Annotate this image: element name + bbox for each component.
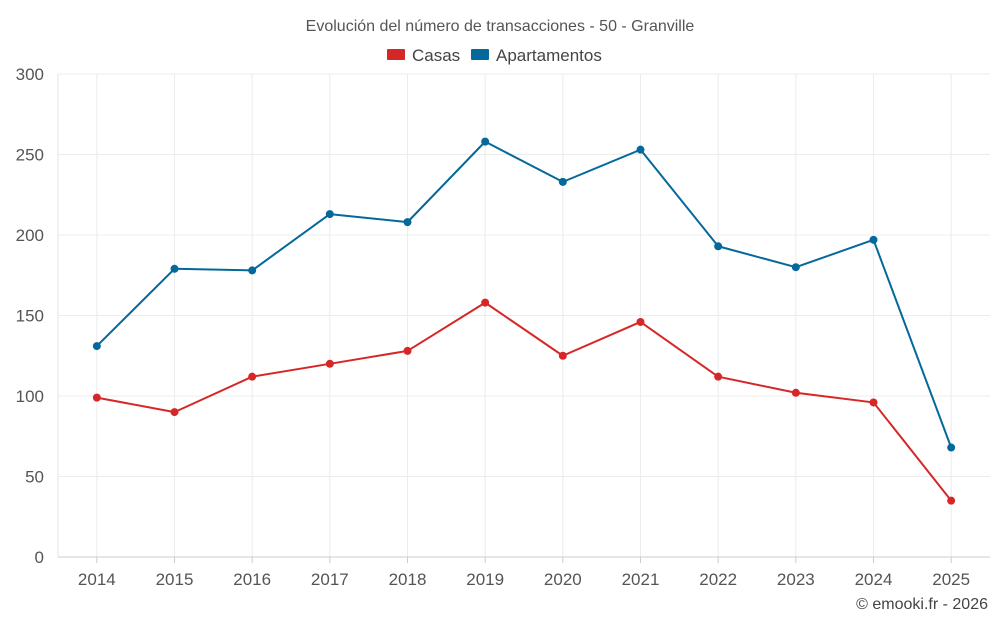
series [92,137,956,505]
legend: Casas Apartamentos [387,46,602,65]
series-apartamentos [92,137,956,452]
data-point-apartamentos-2015[interactable] [170,264,179,273]
legend-label-apartamentos[interactable]: Apartamentos [496,46,602,65]
data-point-apartamentos-2019[interactable] [481,137,490,146]
y-tick-label: 0 [35,548,44,567]
series-casas [92,298,956,505]
data-point-apartamentos-2021[interactable] [636,145,645,154]
data-point-casas-2023[interactable] [791,388,800,397]
data-point-casas-2020[interactable] [558,351,567,360]
x-tick-label: 2017 [311,570,349,589]
legend-label-casas[interactable]: Casas [412,46,460,65]
x-tick-label: 2023 [777,570,815,589]
data-point-apartamentos-2022[interactable] [714,242,723,251]
x-tick-label: 2025 [932,570,970,589]
grid [58,73,990,557]
x-tick-label: 2021 [622,570,660,589]
data-point-casas-2025[interactable] [947,496,956,505]
legend-swatch-casas [387,49,405,60]
x-tick-label: 2018 [389,570,427,589]
chart-title: Evolución del número de transacciones - … [306,18,695,35]
data-point-apartamentos-2017[interactable] [325,210,334,219]
data-point-apartamentos-2024[interactable] [869,235,878,244]
y-tick-label: 150 [16,307,44,326]
data-point-apartamentos-2018[interactable] [403,218,412,227]
data-point-apartamentos-2020[interactable] [558,177,567,186]
legend-swatch-apartamentos [471,49,489,60]
data-point-apartamentos-2014[interactable] [92,342,101,351]
data-point-casas-2022[interactable] [714,372,723,381]
y-tick-label: 100 [16,387,44,406]
data-point-apartamentos-2023[interactable] [791,263,800,272]
data-point-casas-2019[interactable] [481,298,490,307]
data-point-apartamentos-2025[interactable] [947,443,956,452]
x-tick-label: 2024 [855,570,893,589]
series-line-apartamentos [96,140,953,448]
data-point-casas-2015[interactable] [170,408,179,417]
series-line-casas [96,301,952,502]
y-tick-label: 200 [16,226,44,245]
x-tick-label: 2015 [156,570,194,589]
credit-text: © emooki.fr - 2026 [856,596,988,613]
x-tick-label: 2016 [233,570,271,589]
data-point-casas-2024[interactable] [869,398,878,407]
x-tick-label: 2020 [544,570,582,589]
y-tick-label: 300 [16,65,44,84]
data-point-casas-2017[interactable] [325,359,334,368]
x-tick-label: 2022 [699,570,737,589]
axes: 0 50 100 150 200 250 300 2014 2015 2016 2017 2018 20… [16,65,990,589]
y-tick-label: 50 [25,468,44,487]
data-point-casas-2014[interactable] [92,393,101,402]
data-point-apartamentos-2016[interactable] [248,266,257,275]
x-tick-label: 2019 [466,570,504,589]
data-point-casas-2018[interactable] [403,346,412,355]
data-point-casas-2016[interactable] [248,372,257,381]
data-point-casas-2021[interactable] [636,317,645,326]
y-tick-label: 250 [16,146,44,165]
x-tick-label: 2014 [78,570,116,589]
